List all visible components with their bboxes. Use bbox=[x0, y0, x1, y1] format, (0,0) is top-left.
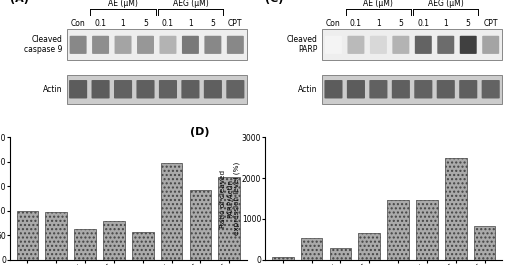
Text: Con: Con bbox=[71, 19, 86, 28]
FancyBboxPatch shape bbox=[136, 80, 155, 99]
FancyBboxPatch shape bbox=[414, 80, 432, 99]
FancyBboxPatch shape bbox=[322, 75, 502, 104]
FancyBboxPatch shape bbox=[437, 80, 455, 99]
Text: 1: 1 bbox=[444, 19, 448, 28]
Bar bbox=[387, 200, 409, 260]
FancyBboxPatch shape bbox=[415, 36, 432, 54]
FancyBboxPatch shape bbox=[370, 36, 387, 54]
Text: 5: 5 bbox=[466, 19, 470, 28]
Text: 0.1: 0.1 bbox=[417, 19, 429, 28]
Text: Actin: Actin bbox=[43, 85, 62, 94]
FancyBboxPatch shape bbox=[159, 80, 177, 99]
Text: 1: 1 bbox=[376, 19, 381, 28]
Text: (D): (D) bbox=[190, 127, 209, 138]
FancyBboxPatch shape bbox=[204, 80, 222, 99]
Text: (A): (A) bbox=[10, 0, 29, 4]
Text: AEG (μM): AEG (μM) bbox=[428, 0, 463, 8]
Text: AE (μM): AE (μM) bbox=[364, 0, 393, 8]
FancyBboxPatch shape bbox=[392, 36, 409, 54]
Text: (C): (C) bbox=[266, 0, 284, 4]
Text: 5: 5 bbox=[143, 19, 148, 28]
FancyBboxPatch shape bbox=[92, 36, 109, 54]
FancyBboxPatch shape bbox=[67, 75, 246, 104]
FancyBboxPatch shape bbox=[227, 36, 244, 54]
Bar bbox=[358, 233, 380, 260]
Y-axis label: Ratio of cleaved
PARP/Actin
expression level (%): Ratio of cleaved PARP/Actin expression l… bbox=[220, 162, 240, 235]
Text: AEG (μM): AEG (μM) bbox=[172, 0, 208, 8]
Bar bbox=[161, 163, 183, 260]
Text: 1: 1 bbox=[121, 19, 125, 28]
FancyBboxPatch shape bbox=[115, 36, 131, 54]
FancyBboxPatch shape bbox=[438, 36, 454, 54]
Bar bbox=[75, 229, 96, 260]
Bar bbox=[330, 248, 351, 260]
FancyBboxPatch shape bbox=[369, 80, 387, 99]
Bar bbox=[219, 177, 240, 260]
FancyBboxPatch shape bbox=[69, 36, 87, 54]
Text: 0.1: 0.1 bbox=[95, 19, 106, 28]
Text: AE (μM): AE (μM) bbox=[108, 0, 138, 8]
Bar bbox=[190, 190, 211, 260]
Text: 5: 5 bbox=[210, 19, 215, 28]
FancyBboxPatch shape bbox=[482, 36, 499, 54]
Text: 1: 1 bbox=[188, 19, 193, 28]
Bar bbox=[301, 238, 322, 260]
Bar bbox=[132, 232, 154, 260]
Text: Con: Con bbox=[326, 19, 341, 28]
FancyBboxPatch shape bbox=[160, 36, 176, 54]
FancyBboxPatch shape bbox=[324, 80, 343, 99]
FancyBboxPatch shape bbox=[392, 80, 410, 99]
Bar bbox=[272, 257, 294, 260]
Bar bbox=[474, 226, 495, 260]
Text: CPT: CPT bbox=[228, 19, 242, 28]
Text: Cleaved
caspase 9: Cleaved caspase 9 bbox=[24, 35, 62, 54]
FancyBboxPatch shape bbox=[67, 29, 246, 60]
FancyBboxPatch shape bbox=[226, 80, 244, 99]
FancyBboxPatch shape bbox=[322, 29, 502, 60]
Bar bbox=[103, 222, 125, 260]
FancyBboxPatch shape bbox=[114, 80, 132, 99]
FancyBboxPatch shape bbox=[460, 36, 477, 54]
FancyBboxPatch shape bbox=[182, 80, 199, 99]
FancyBboxPatch shape bbox=[92, 80, 110, 99]
Text: 0.1: 0.1 bbox=[162, 19, 174, 28]
FancyBboxPatch shape bbox=[204, 36, 222, 54]
Text: 5: 5 bbox=[399, 19, 403, 28]
FancyBboxPatch shape bbox=[459, 80, 477, 99]
FancyBboxPatch shape bbox=[482, 80, 500, 99]
Bar bbox=[46, 212, 67, 260]
FancyBboxPatch shape bbox=[325, 36, 342, 54]
FancyBboxPatch shape bbox=[347, 80, 365, 99]
Text: Actin: Actin bbox=[298, 85, 317, 94]
FancyBboxPatch shape bbox=[182, 36, 199, 54]
Bar bbox=[445, 158, 466, 260]
Text: Cleaved
PARP: Cleaved PARP bbox=[286, 35, 317, 54]
FancyBboxPatch shape bbox=[69, 80, 87, 99]
Text: CPT: CPT bbox=[484, 19, 498, 28]
Bar bbox=[17, 211, 38, 260]
FancyBboxPatch shape bbox=[137, 36, 154, 54]
Text: 0.1: 0.1 bbox=[350, 19, 362, 28]
FancyBboxPatch shape bbox=[347, 36, 365, 54]
Bar bbox=[416, 201, 438, 260]
